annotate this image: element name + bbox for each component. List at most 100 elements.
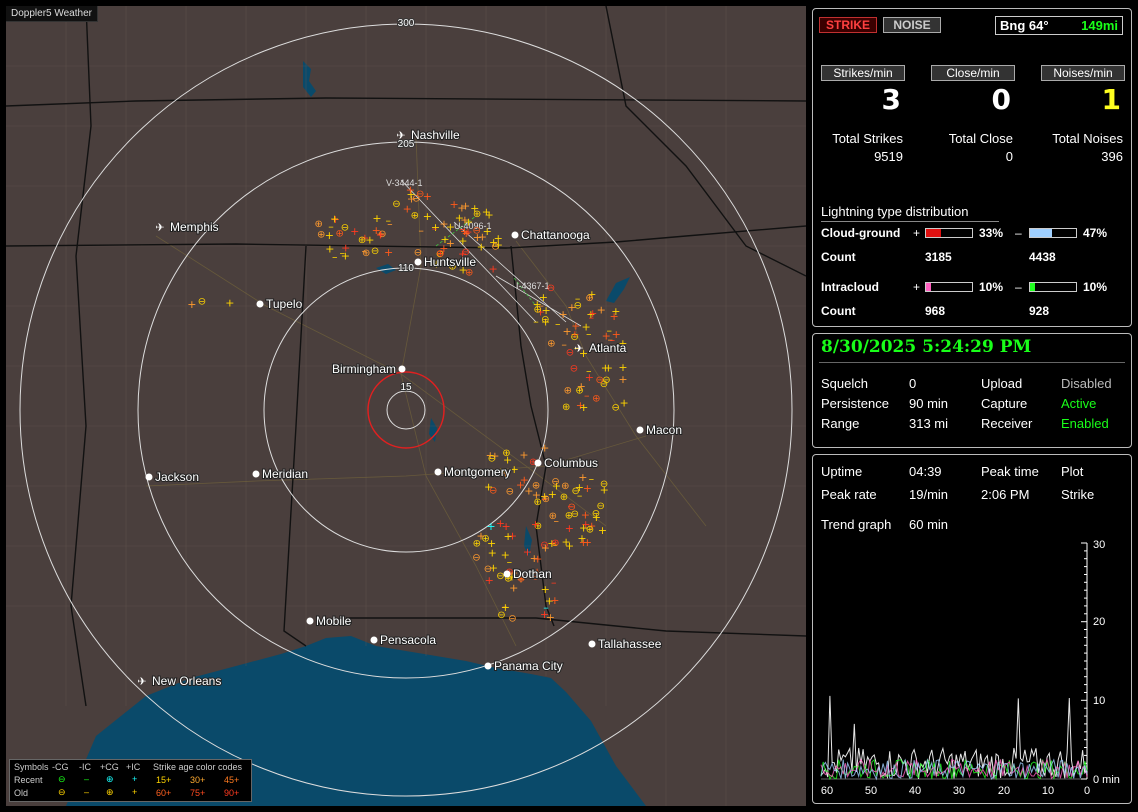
strike-marker: + (545, 594, 554, 607)
cg-negative-fill (1030, 229, 1052, 237)
strike-marker: – (608, 333, 614, 346)
strike-marker: + (494, 239, 503, 252)
neg-ic-old-icon: – (84, 787, 90, 797)
symbol-legend: Symbols -CG -IC +CG +IC Strike age color… (9, 759, 252, 802)
strike-marker: – (386, 214, 392, 227)
strike-marker: – (589, 473, 595, 486)
city-meridian: Meridian (252, 466, 309, 482)
trend-window-value[interactable]: 60 min (909, 517, 949, 532)
bearing-readout: Bng 64° 149mi (995, 16, 1123, 35)
ic-positive-fill (926, 283, 931, 291)
strike-marker: + (496, 517, 505, 530)
strike-marker: + (376, 229, 385, 242)
map-canvas[interactable]: 300 205 110 15 V-3444-1 U-4096-1 I-4367-… (6, 6, 806, 806)
uptime-value: 04:39 (909, 464, 942, 479)
strike-marker: + (460, 214, 469, 227)
radar-map[interactable]: 300 205 110 15 V-3444-1 U-4096-1 I-4367-… (6, 6, 806, 806)
trend-line (820, 758, 1088, 780)
strike-marker: ⊖ (371, 246, 379, 257)
strike-marker: – (340, 246, 346, 259)
ic-positive-count: 968 (925, 304, 946, 318)
strike-marker: ⊕ (465, 267, 473, 278)
strike-marker: + (489, 236, 498, 249)
strike-marker: ⊖ (378, 229, 386, 240)
strike-button[interactable]: STRIKE (819, 17, 877, 33)
city-label: Huntsville (424, 255, 476, 269)
strike-marker: + (540, 490, 549, 503)
strike-marker: ⊕ (565, 511, 573, 522)
strike-marker: + (503, 454, 512, 467)
close-per-min-header[interactable]: Close/min (931, 65, 1015, 81)
strike-marker: ⊕ (560, 492, 568, 503)
total-noises-label: Total Noises (1052, 131, 1123, 146)
strike-marker: – (432, 222, 438, 235)
strikes-per-min-value: 3 (881, 83, 901, 116)
strike-marker: ⊖ (566, 348, 574, 359)
city-dot-icon (398, 365, 406, 373)
total-close-value: 0 (1005, 149, 1013, 164)
y-tick-label: 0 min (1093, 774, 1120, 786)
uptime-label: Uptime (821, 464, 863, 479)
pos-cg-old-icon: ⊕ (106, 787, 114, 797)
city-dot-icon (370, 636, 378, 644)
city-pensacola: Pensacola (370, 632, 437, 648)
ic-positive-bar (925, 282, 973, 292)
strike-marker: ⊖ (341, 223, 349, 234)
strike-marker: + (585, 371, 594, 384)
strike-marker: ⊕ (532, 480, 540, 491)
total-strikes-label: Total Strikes (832, 131, 903, 146)
strike-marker: + (562, 325, 571, 338)
y-tick-label: 20 (1093, 616, 1105, 628)
strike-marker: ⊖ (462, 247, 470, 258)
y-tick-label: 30 (1093, 539, 1105, 551)
legend-row-label: Old (14, 788, 29, 798)
trend-graph-label: Trend graph (821, 517, 892, 532)
strike-marker: + (446, 237, 455, 250)
strike-marker: ⊕ (534, 521, 542, 532)
strike-marker: + (470, 202, 479, 215)
strike-marker: + (588, 307, 597, 320)
strike-marker: – (610, 334, 616, 347)
airport-icon: ✈ (574, 342, 583, 355)
x-tick-label: 30 (953, 785, 965, 797)
squelch-value: 0 (909, 376, 917, 391)
strike-marker: + (360, 231, 369, 244)
strike-marker: + (464, 216, 473, 229)
strike-marker: – (567, 500, 573, 513)
city-label: Macon (646, 423, 682, 437)
strike-marker: ⊕ (586, 525, 594, 536)
ring-label-15: 15 (400, 382, 412, 393)
city-dothan: Dothan (503, 566, 553, 582)
cg-count-label: Count (821, 250, 856, 264)
strike-marker: ⊕ (564, 386, 572, 397)
strike-marker: + (187, 298, 196, 311)
strike-marker: + (578, 471, 587, 484)
strike-marker: ⊖ (602, 375, 610, 386)
strike-marker: ⊖ (473, 225, 481, 236)
strikes-per-min-header[interactable]: Strikes/min (821, 65, 905, 81)
noises-per-min-header[interactable]: Noises/min (1041, 65, 1125, 81)
ic-negative-bar (1029, 282, 1077, 292)
strike-marker: + (524, 485, 533, 498)
noise-button[interactable]: NOISE (883, 17, 941, 33)
distance-value: 149mi (1081, 18, 1118, 33)
strike-marker: + (581, 321, 590, 334)
city-label: Birmingham (332, 362, 396, 376)
cg-positive-count: 3185 (925, 250, 952, 264)
strike-marker: ⊕ (504, 574, 512, 585)
strike-marker: ⊕ (562, 402, 570, 413)
plot-value[interactable]: Strike (1061, 487, 1095, 502)
age-code: 45+ (224, 775, 240, 785)
strike-marker: + (423, 210, 432, 223)
squelch-label: Squelch (821, 376, 868, 391)
peak-time-value: 2:06 PM (981, 487, 1030, 502)
strike-marker: + (567, 301, 576, 314)
strike-marker: + (350, 225, 359, 238)
strike-marker: – (538, 299, 544, 312)
strike-marker: + (536, 306, 545, 319)
city-dot-icon (503, 570, 511, 578)
strike-marker: ⊖ (612, 402, 620, 413)
strike-marker: + (406, 183, 415, 196)
strike-marker: ⊖ (570, 332, 578, 343)
legend-age-title: Strike age color codes (153, 762, 243, 772)
